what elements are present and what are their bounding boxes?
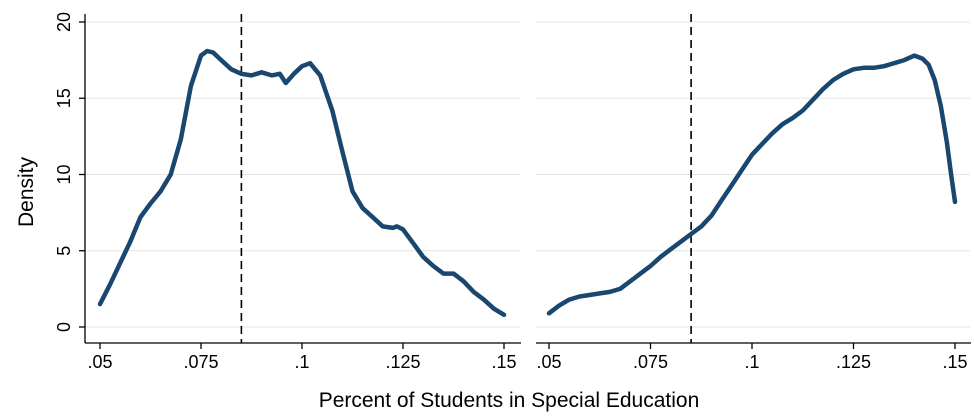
x-tick-label: .05: [536, 352, 561, 372]
y-tick-label: 20: [54, 12, 74, 32]
x-tick-label: .125: [836, 352, 871, 372]
x-tick-label: .05: [87, 352, 112, 372]
left-panel: 0 5 10 15 20 .05 .075 .1 .125 .15: [54, 12, 521, 372]
x-tick-label: .15: [491, 352, 516, 372]
x-tick-label: .075: [633, 352, 668, 372]
y-tick-label: 15: [54, 88, 74, 108]
x-tick-label: .1: [744, 352, 759, 372]
x-tick-label: .075: [183, 352, 218, 372]
x-tick-label: .15: [942, 352, 967, 372]
y-axis-label: Density: [15, 156, 38, 227]
y-tick-label: 0: [54, 322, 74, 332]
density-line: [546, 53, 958, 316]
density-line: [97, 48, 507, 318]
y-tick-label: 10: [54, 164, 74, 184]
x-axis-label: Percent of Students in Special Education: [319, 389, 700, 412]
x-tick-label: .125: [385, 352, 420, 372]
y-tick-label: 5: [54, 246, 74, 256]
x-tick-label: .1: [294, 352, 309, 372]
right-panel: .05 .075 .1 .125 .15: [536, 14, 971, 372]
